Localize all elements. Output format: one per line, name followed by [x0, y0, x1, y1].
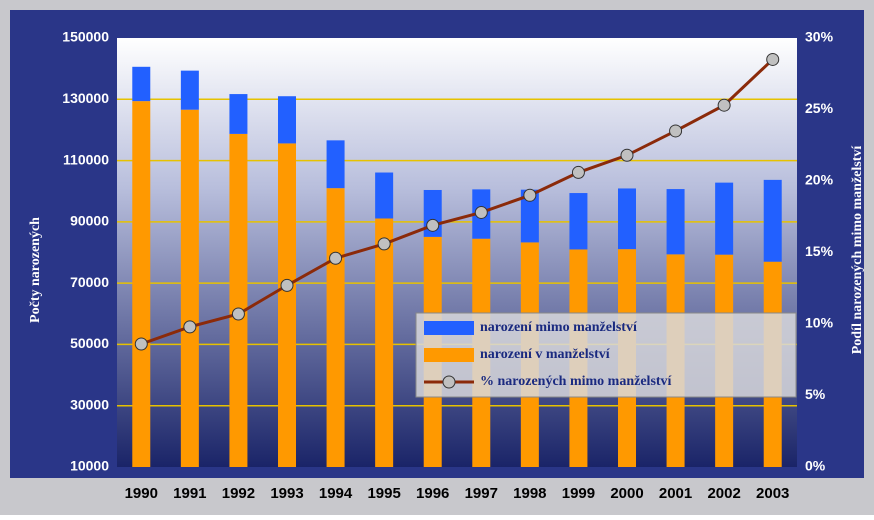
line-marker — [620, 148, 634, 162]
y2-tick-label: 0% — [805, 458, 826, 474]
legend-box — [415, 312, 797, 398]
y-tick-label: 150000 — [62, 29, 109, 45]
line-marker — [377, 237, 391, 251]
y2-axis-title: Podíl narozených mimo manželství — [850, 145, 865, 355]
y-tick-label: 130000 — [62, 90, 109, 106]
x-tick-label: 1995 — [367, 485, 400, 502]
legend-swatch — [424, 348, 474, 362]
line-marker — [717, 98, 731, 112]
line-marker — [523, 188, 537, 202]
bar — [180, 70, 199, 110]
bar — [180, 109, 199, 467]
y-axis-title: Počty narozených — [28, 217, 43, 323]
y2-tick-label: 5% — [805, 386, 826, 402]
bar — [618, 188, 636, 250]
bar — [326, 188, 345, 467]
bar — [375, 218, 394, 467]
line-marker — [183, 320, 197, 334]
x-tick-label: 1997 — [465, 485, 498, 502]
y2-tick-label: 20% — [805, 172, 834, 188]
x-tick-label: 1996 — [416, 485, 449, 502]
bar — [375, 172, 394, 219]
line — [140, 58, 774, 346]
y2-tick-label: 25% — [805, 100, 834, 116]
bar — [278, 143, 296, 467]
y2-tick-label: 15% — [805, 243, 834, 259]
legend-marker — [442, 375, 456, 389]
legend-label: % narozených mimo manželství — [480, 374, 673, 389]
x-tick-label: 2001 — [659, 485, 692, 502]
line-marker — [231, 307, 245, 321]
line-marker — [329, 251, 343, 265]
y-tick-label: 110000 — [63, 151, 109, 167]
bar — [569, 193, 588, 250]
x-tick-label: 1998 — [513, 485, 546, 502]
line-marker — [669, 124, 683, 138]
line-marker — [134, 337, 148, 351]
bar — [132, 66, 151, 102]
line-marker — [280, 278, 294, 292]
y-tick-label: 10000 — [70, 458, 109, 474]
bar — [666, 189, 685, 255]
x-tick-label: 1994 — [319, 485, 353, 502]
bar — [132, 101, 151, 468]
bar — [229, 133, 248, 467]
bar — [763, 179, 782, 262]
bar — [229, 94, 248, 134]
bar — [326, 140, 345, 189]
x-tick-label: 1991 — [173, 485, 206, 502]
bar — [520, 189, 539, 243]
x-tick-label: 1992 — [222, 485, 255, 502]
line-marker — [571, 165, 585, 179]
y-tick-label: 50000 — [70, 335, 109, 351]
y-tick-label: 70000 — [70, 274, 109, 290]
bar — [715, 182, 734, 255]
plot-area — [117, 38, 797, 467]
y2-tick-label: 10% — [805, 315, 834, 331]
bar — [278, 96, 296, 144]
x-tick-label: 1999 — [562, 485, 595, 502]
legend-label: narození v manželství — [480, 347, 611, 362]
x-tick-label: 2000 — [610, 485, 643, 502]
line-marker — [426, 218, 440, 232]
x-tick-label: 1993 — [270, 485, 303, 502]
x-tick-label: 1990 — [125, 485, 158, 502]
x-tick-label: 2003 — [756, 485, 789, 502]
y-tick-label: 90000 — [70, 213, 109, 229]
line-marker — [766, 52, 780, 66]
y2-tick-label: 30% — [805, 29, 834, 45]
y-tick-label: 30000 — [70, 396, 109, 412]
line-marker — [474, 205, 488, 219]
legend-swatch — [424, 321, 474, 335]
legend-label: narození mimo manželství — [480, 320, 638, 335]
x-tick-label: 2002 — [707, 485, 740, 502]
